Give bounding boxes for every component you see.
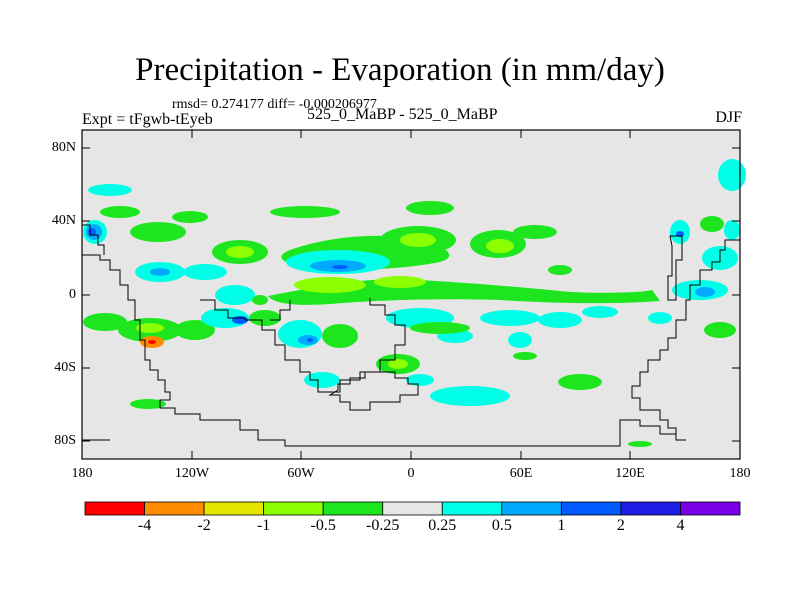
colorbar [84,501,741,516]
colorbar-box [620,501,681,516]
colorbar-label: -0.25 [366,517,400,534]
runs-label: 525_0_MaBP - 525_0_MaBP [307,106,498,123]
experiment-label: Expt = tFgwb-tEyeb [82,111,213,128]
colorbar-label: -4 [137,517,152,534]
colorbar-label: -1 [256,517,271,534]
axis-ticks [82,130,740,459]
east-continent-coast [631,239,740,434]
lon-label-120e: 120E [615,466,645,481]
lat-label-40n: 40N [51,213,76,228]
africa-coast [245,298,406,393]
lat-label-40s: 40S [54,360,76,375]
lon-label-60w: 60W [287,466,315,481]
colorbar-label: 0.25 [428,517,457,534]
colorbar-box [680,501,741,516]
colorbar-label: 4 [676,517,685,534]
colorbar-box [263,501,324,516]
coastlines [82,224,740,447]
west-pacific-coast [82,224,105,255]
contour-fields [83,159,746,447]
colorbar-label: 1 [557,517,566,534]
colorbar-label: -2 [197,517,211,534]
colorbar-box [441,501,503,516]
itcz-band [268,279,660,305]
east-island-coast [667,235,683,301]
map-title: Precipitation - Evaporation (in mm/day) [135,52,665,88]
colorbar-box [322,501,384,516]
lon-label-180w: 180 [71,466,93,481]
lat-label-80n: 80N [51,140,76,155]
stats-label: rmsd= 0.274177 diff= -0.000206977 [172,97,377,112]
colorbar-box [382,501,443,516]
colorbar-label: 0.5 [491,517,512,534]
colorbar-label: -0.5 [310,517,336,534]
lon-label-120w: 120W [174,466,210,481]
colorbar-box [84,501,145,516]
lon-label-60e: 60E [509,466,533,481]
colorbar-box [560,501,622,516]
south-america-coast [82,254,686,447]
lon-label-180e: 180 [729,466,751,481]
europe-coast [200,299,291,321]
lat-label-80s: 80S [54,433,76,448]
lat-label-0: 0 [69,287,76,302]
colorbar-label: 2 [616,517,625,534]
lon-label-0: 0 [407,466,415,481]
season-label: DJF [715,109,742,126]
colorbar-box [501,501,562,516]
colorbar-box [144,501,205,516]
colorbar-box [203,501,265,516]
australia-coast [328,371,419,411]
